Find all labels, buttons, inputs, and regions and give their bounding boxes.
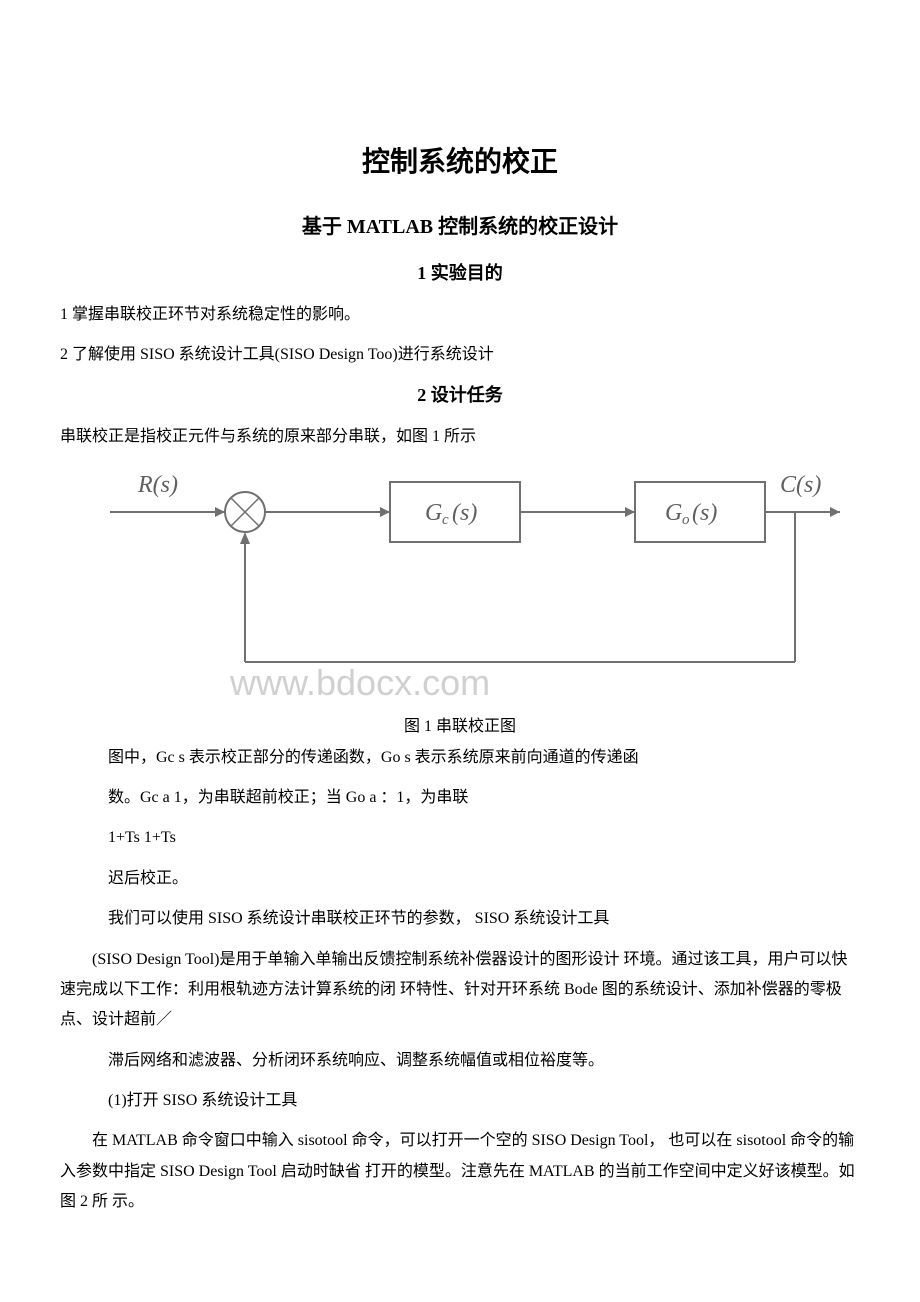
subtitle: 基于 MATLAB 控制系统的校正设计	[60, 210, 860, 239]
section1-item2: 2 了解使用 SISO 系统设计工具(SISO Design Too)进行系统设…	[60, 340, 860, 370]
diagram-output-label: C(s)	[780, 472, 821, 498]
para7: 滞后网络和滤波器、分析闭环系统响应、调整系统幅值或相位裕度等。	[60, 1046, 860, 1076]
para2: 数。Gc a 1，为串联超前校正；当 Go a ：1，为串联	[60, 783, 860, 813]
figure1-caption: 图 1 串联校正图	[60, 712, 860, 742]
diagram-input-label: R(s)	[137, 472, 178, 498]
main-title: 控制系统的校正	[60, 140, 860, 180]
block-diagram-svg: R(s) G c (s) G o	[80, 462, 840, 702]
section2-intro: 串联校正是指校正元件与系统的原来部分串联，如图 1 所示	[60, 422, 860, 452]
diagram-gc-paren: (s)	[452, 500, 477, 526]
diagram-output-arrow	[830, 507, 840, 517]
diagram-go-sub: o	[682, 512, 690, 528]
para1: 图中，Gc s 表示校正部分的传递函数，Go s 表示系统原来前向通道的传递函	[60, 743, 860, 773]
diagram-input-arrow	[215, 507, 225, 517]
diagram-arrow-gc-go	[625, 507, 635, 517]
diagram-go-text: G	[665, 500, 682, 526]
para9: 在 MATLAB 命令窗口中输入 sisotool 命令，可以打开一个空的 SI…	[60, 1126, 860, 1217]
section2-heading: 2 设计任务	[60, 381, 860, 407]
section1-item1: 1 掌握串联校正环节对系统稳定性的影响。	[60, 300, 860, 330]
para8: (1)打开 SISO 系统设计工具	[60, 1086, 860, 1116]
diagram-feedback-arrow	[240, 532, 250, 544]
diagram-arrow-sum-gc	[380, 507, 390, 517]
para4: 迟后校正。	[60, 864, 860, 894]
para5: 我们可以使用 SISO 系统设计串联校正环节的参数， SISO 系统设计工具	[60, 904, 860, 934]
block-diagram-container: R(s) G c (s) G o	[60, 462, 860, 702]
diagram-gc-sub: c	[442, 512, 449, 528]
para6: (SISO Design Tool)是用于单输入单输出反馈控制系统补偿器设计的图…	[60, 945, 860, 1036]
diagram-gc-text: G	[425, 500, 442, 526]
section1-heading: 1 实验目的	[60, 259, 860, 285]
para3: 1+Ts 1+Ts	[60, 823, 860, 853]
diagram-go-paren: (s)	[692, 500, 717, 526]
